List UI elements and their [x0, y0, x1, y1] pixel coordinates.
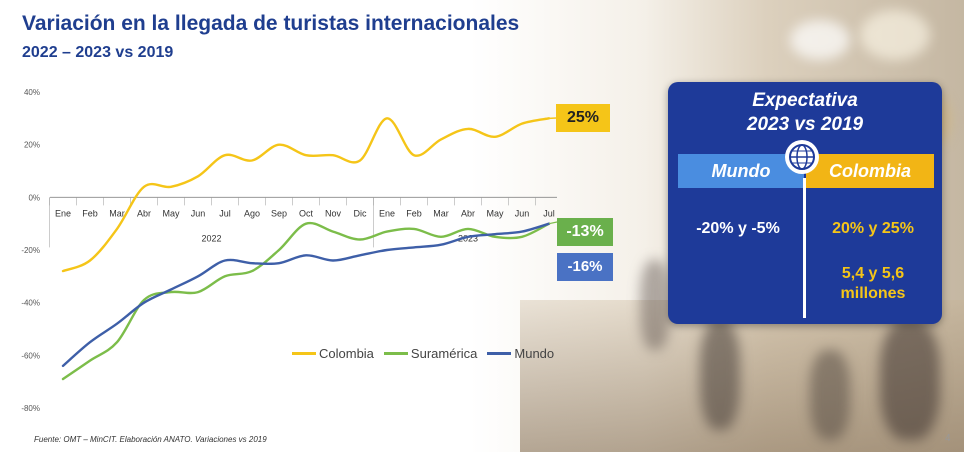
y-tick-label: -20% [21, 246, 40, 255]
x-tick-label: Ene [55, 208, 71, 218]
mundo-header: Mundo [678, 154, 804, 188]
colombia-header: Colombia [806, 154, 934, 188]
expectation-card: Expectativa 2023 vs 2019 Mundo Colombia … [668, 82, 942, 324]
chart-legend: Colombia Suramérica Mundo [292, 346, 554, 361]
y-tick-label: -80% [21, 404, 40, 413]
legend-label-colombia: Colombia [319, 346, 374, 361]
colombia-end-label: 25% [556, 104, 610, 132]
y-tick-label: 20% [24, 141, 40, 150]
person-silhouette [880, 320, 940, 440]
x-tick-label: Ene [379, 208, 395, 218]
x-tick-label: Sep [271, 208, 287, 218]
card-subtitle: 2023 vs 2019 [746, 114, 864, 135]
legend-swatch-colombia [292, 352, 316, 355]
line-chart: 40% 20% 0% -20% -40% -60% -80% Ene Feb Mar Abr May J… [21, 88, 558, 413]
source-footnote: Fuente: OMT – MinCIT. Elaboración ANATO.… [34, 435, 267, 444]
light-blob [860, 10, 930, 60]
x-tick-label: Jul [219, 208, 231, 218]
legend-item-colombia: Colombia [292, 346, 374, 361]
legend-label-mundo: Mundo [514, 346, 555, 361]
x-tick-label: May [486, 208, 504, 218]
legend-swatch-mundo [487, 352, 512, 355]
x-tick-label: Abr [137, 208, 151, 218]
x-tick-label: Dic [354, 208, 367, 218]
y-tick-label: -60% [21, 351, 40, 360]
legend-item-mundo: Mundo [487, 346, 554, 361]
series-line-suramerica [61, 221, 551, 381]
legend-swatch-suramerica [383, 352, 408, 355]
group-label: 2022 [201, 233, 221, 243]
x-tick-label: Ago [244, 208, 260, 218]
group-label: 2023 [458, 233, 478, 243]
light-blob [790, 20, 850, 60]
mundo-end-label: -16% [557, 253, 613, 281]
x-tick-label: May [162, 208, 180, 218]
legend-item-suramerica: Suramérica [383, 346, 478, 361]
x-tick-label: Feb [406, 208, 422, 218]
person-silhouette [810, 350, 850, 440]
x-tick-label: Jul [543, 208, 555, 218]
x-tick-label: Feb [82, 208, 98, 218]
x-tick-label: Jun [191, 208, 206, 218]
colombia-value-millions: 5,4 y 5,6 millones [808, 264, 938, 304]
legend-label-suramerica: Suramérica [410, 346, 478, 361]
x-tick-label: Oct [299, 208, 314, 218]
x-tick-label: Mar [433, 208, 449, 218]
series-line-mundo [61, 222, 551, 368]
y-tick-label: 40% [24, 88, 40, 97]
colombia-value-percent: 20% y 25% [832, 220, 914, 237]
x-tick-label: Jun [515, 208, 530, 218]
suramerica-leader-line [548, 221, 558, 225]
person-silhouette [700, 320, 740, 430]
globe-icon [785, 140, 819, 174]
page-title: Variación en la llegada de turistas inte… [22, 12, 520, 35]
colombia-value-millions-line2: millones [840, 285, 906, 302]
card-title: Expectativa [752, 90, 858, 111]
x-tick-label: Mar [109, 208, 125, 218]
card-divider [803, 178, 806, 318]
y-tick-label: -40% [21, 299, 40, 308]
y-tick-label: 0% [28, 193, 40, 202]
page-subtitle: 2022 – 2023 vs 2019 [22, 44, 174, 61]
colombia-value-millions-line1: 5,4 y 5,6 [841, 265, 905, 282]
suramerica-end-label: -13% [557, 218, 613, 246]
x-tick-label: Abr [461, 208, 475, 218]
person-silhouette [640, 260, 670, 350]
page-number: 4 [945, 433, 951, 444]
mundo-value: -20% y -5% [696, 220, 780, 237]
series-line-colombia [61, 117, 551, 273]
x-tick-label: Nov [325, 208, 342, 218]
